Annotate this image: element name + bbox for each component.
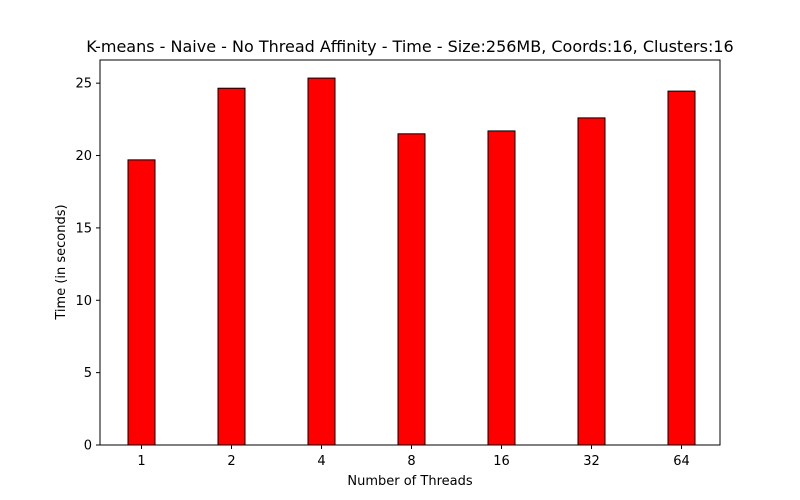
y-tick-label: 20 bbox=[75, 149, 92, 164]
x-axis: 1 2 4 8 16 32 64 bbox=[137, 445, 690, 469]
y-tick-label: 5 bbox=[84, 366, 92, 381]
x-tick-label: 4 bbox=[317, 454, 325, 469]
x-tick-label: 2 bbox=[227, 454, 235, 469]
y-axis: 0 5 10 15 20 25 bbox=[75, 77, 100, 454]
x-tick-label: 32 bbox=[583, 454, 600, 469]
bar-16-threads bbox=[487, 130, 516, 446]
bar-8-threads bbox=[397, 133, 426, 446]
y-tick-label: 25 bbox=[75, 77, 92, 92]
x-tick-label: 64 bbox=[673, 454, 690, 469]
bars-group bbox=[127, 77, 696, 446]
y-tick-label: 10 bbox=[75, 294, 92, 309]
x-tick-label: 1 bbox=[137, 454, 145, 469]
x-tick-label: 16 bbox=[493, 454, 510, 469]
x-tick-label: 8 bbox=[407, 454, 415, 469]
y-tick-label: 0 bbox=[84, 439, 92, 454]
bar-32-threads bbox=[577, 117, 606, 446]
chart-title: K-means - Naive - No Thread Affinity - T… bbox=[86, 37, 733, 56]
x-axis-label: Number of Threads bbox=[347, 474, 472, 489]
y-tick-label: 15 bbox=[75, 221, 92, 236]
bar-4-threads bbox=[307, 77, 336, 446]
plot-frame bbox=[99, 59, 721, 446]
bar-64-threads bbox=[667, 90, 696, 446]
y-axis-label: Time (in seconds) bbox=[54, 204, 69, 320]
bar-2-threads bbox=[217, 87, 246, 446]
bar-1-threads bbox=[127, 159, 156, 446]
